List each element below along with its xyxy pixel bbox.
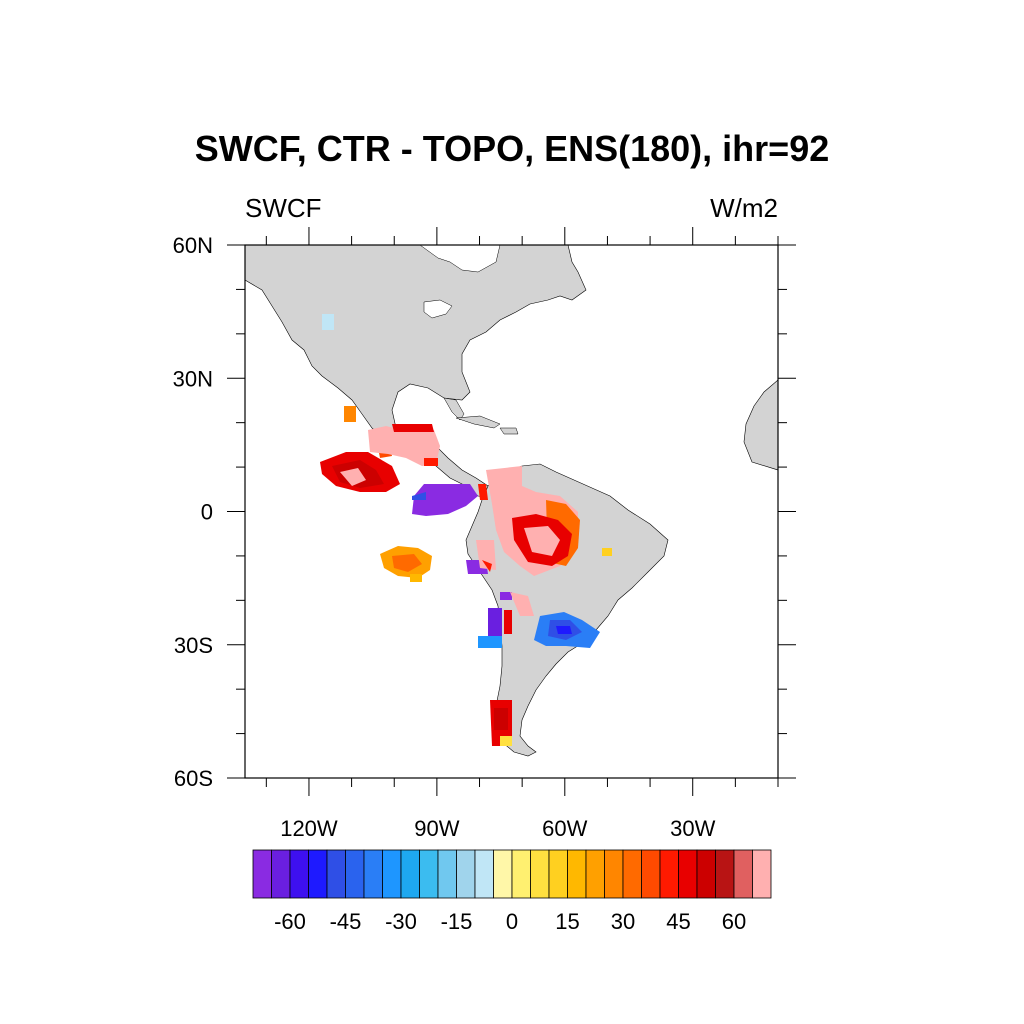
colorbar-swatch [474,849,494,899]
colorbar-swatch [382,849,402,899]
anomaly-patch [424,458,438,466]
colorbar-swatch [437,849,457,899]
anomaly-patch [504,610,512,634]
anomaly-patch [410,574,422,582]
anomaly-patch [478,636,502,648]
colorbar-swatch [511,849,531,899]
colorbar-swatch [530,849,550,899]
colorbar-swatch [326,849,346,899]
colorbar-label: -15 [441,909,473,934]
florida [443,397,465,421]
anomaly-patch [478,484,488,500]
lat-tick-label: 30N [173,366,213,391]
colorbar-swatch [308,849,328,899]
colorbar-label: -60 [274,909,306,934]
great-lakes [423,299,453,319]
anomaly-patch [412,484,478,516]
colorbar-label: -30 [385,909,417,934]
anomaly-patch [602,548,612,556]
colorbar: -60 -45 -30 -15 0 15 30 45 60 [252,849,772,934]
colorbar-swatch [567,849,587,899]
colorbar-swatch [733,849,753,899]
colorbar-swatch [752,849,772,899]
longitude-axis: 120W 90W 60W 30W [265,227,779,841]
anomaly-patch [392,424,434,432]
north-america-landmass [245,245,587,499]
colorbar-label: 60 [722,909,746,934]
colorbar-label: -45 [330,909,362,934]
colorbar-swatch [696,849,716,899]
lat-tick-label: 60S [174,766,213,791]
anomaly-patch [556,626,572,634]
anomaly-patch [368,426,440,466]
colorbar-swatch [289,849,309,899]
swcf-field [320,314,612,746]
colorbar-swatch [548,849,568,899]
lon-tick-label: 30W [670,816,715,841]
colorbar-swatch [641,849,661,899]
colorbar-swatch [493,849,513,899]
hudson-bay [419,245,501,273]
lon-tick-label: 60W [542,816,587,841]
anomaly-patch [500,736,512,746]
map-title: SWCF, CTR - TOPO, ENS(180), ihr=92 [194,128,830,169]
lat-tick-label: 60N [173,233,213,258]
lat-tick-label: 30S [174,633,213,658]
anomaly-patch [322,314,334,330]
anomaly-patch [488,608,502,638]
anomaly-patch [524,526,560,556]
colorbar-swatch [715,849,735,899]
africa-edge [743,379,778,471]
colorbar-swatch [400,849,420,899]
anomaly-patch [340,468,366,486]
colorbar-swatch [456,849,476,899]
colorbar-swatch [419,849,439,899]
anomaly-patch [344,406,356,422]
hispaniola [499,427,519,435]
colorbar-swatch [252,849,272,899]
colorbar-swatch [363,849,383,899]
lat-tick-label: 0 [201,500,213,525]
lon-tick-label: 120W [280,816,338,841]
colorbar-swatch [271,849,291,899]
cuba [455,415,501,429]
colorbar-swatch [345,849,365,899]
colorbar-label: 45 [666,909,690,934]
colorbar-label: 15 [555,909,579,934]
colorbar-swatch [604,849,624,899]
colorbar-swatch [622,849,642,899]
variable-label: SWCF [245,193,322,223]
colorbar-label: 0 [506,909,518,934]
colorbar-swatch [659,849,679,899]
anomaly-patch [494,708,508,730]
units-label: W/m2 [710,193,778,223]
colorbar-swatch [585,849,605,899]
anomaly-patch [500,592,512,600]
latitude-axis: 60N 30N 0 30S 60S [173,233,796,791]
colorbar-swatch [678,849,698,899]
anomaly-patch [412,492,426,500]
anomaly-patch [476,540,496,570]
anomaly-patch [392,554,422,572]
anomaly-patch [482,560,492,572]
colorbar-label: 30 [611,909,635,934]
lon-tick-label: 90W [414,816,459,841]
anomaly-patch [510,592,534,616]
